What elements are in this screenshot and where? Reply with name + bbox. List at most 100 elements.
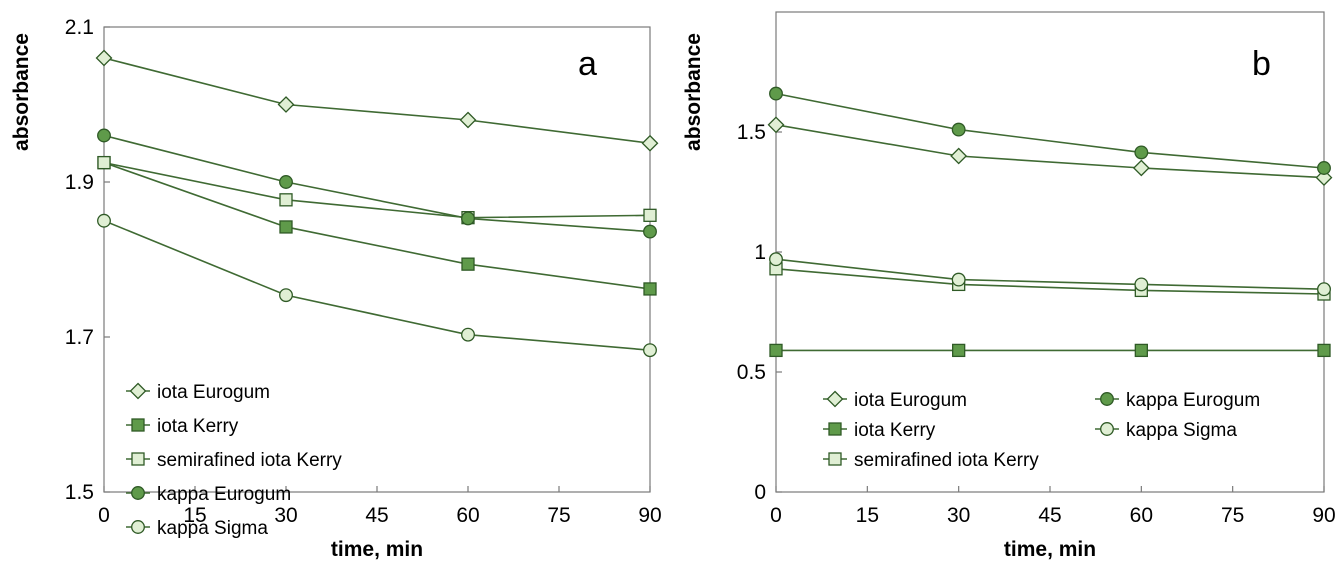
legend: iota Eurogum iota Kerry semirafined iota K… [126,382,342,539]
data-point [643,343,657,358]
chart-panel-a: 1.5 1.7 1.9 2.1 0 15 30 45 60 75 90 time, min absorb… [10,16,662,561]
series-line [775,124,1325,179]
data-point [643,208,657,222]
data-point [1134,343,1148,358]
x-tick-label: 75 [547,504,570,527]
legend-label: semirafined iota Kerry [854,450,1039,471]
legend-label: iota Kerry [157,416,239,437]
series-iota-kerry [769,343,1331,358]
legend-label: kappa Eurogum [157,484,291,505]
series-line [103,220,651,351]
series-line [103,161,651,219]
series-line [775,92,1325,169]
x-tick-label: 60 [456,504,479,527]
legend-item-kappa-eurogum: kappa Eurogum [126,484,291,505]
series-line [103,57,651,145]
x-tick-label: 75 [1221,504,1244,527]
data-point [277,96,295,113]
data-point [1134,277,1149,292]
legend-marker [1100,422,1114,436]
legend-marker [826,390,844,408]
legend-item-semirafined-iota-kerry: semirafined iota Kerry [823,450,1039,471]
legend-item-iota-eurogum: iota Eurogum [823,390,967,411]
legend-item-iota-eurogum: iota Eurogum [126,382,270,403]
legend-item-semirafined-iota-kerry: semirafined iota Kerry [126,450,342,471]
legend-marker [131,486,145,500]
legend-marker [828,422,842,436]
series-line [103,134,651,233]
y-tick-label: 1.5 [737,121,766,144]
x-tick-label: 90 [638,504,661,527]
legend-label: semirafined iota Kerry [157,450,342,471]
y-tick-label: 1 [754,241,766,264]
data-point [643,224,657,239]
legend-item-kappa-sigma: kappa Sigma [126,518,268,539]
panel-label: a [578,45,597,83]
legend-label: iota Eurogum [854,390,967,411]
series-iota-eurogum [767,116,1333,187]
legend-marker [129,382,147,400]
legend-label: kappa Sigma [1126,420,1237,441]
data-point [1317,343,1331,358]
x-tick-label: 30 [947,504,970,527]
y-tick-label: 1.5 [65,481,94,504]
series-kappa-sigma [769,252,1331,297]
data-point [279,193,293,207]
y-tick-label: 0 [754,481,766,504]
data-point [950,147,968,165]
legend-label: iota Eurogum [157,382,270,403]
legend-label: iota Kerry [854,420,936,441]
series-line [775,268,1325,295]
legend-item-iota-kerry: iota Kerry [126,416,239,437]
x-tick-label: 45 [1038,504,1061,527]
data-point [769,343,783,358]
data-point [1317,282,1331,297]
legend-item-kappa-eurogum: kappa Eurogum [1095,390,1260,411]
legend-marker [131,418,145,432]
data-point [769,86,783,101]
series-kappa-eurogum [769,86,1331,175]
x-tick-label: 45 [365,504,388,527]
x-tick-label: 30 [274,504,297,527]
data-point [461,211,475,226]
x-tick-label: 90 [1312,504,1335,527]
data-point [767,116,785,134]
legend-item-iota-kerry: iota Kerry [823,420,936,441]
series-semirafined-iota-kerry [97,155,657,225]
y-tick-label: 0.5 [737,361,766,384]
data-point [459,111,477,129]
series-line [103,161,651,290]
x-axis-label: time, min [1004,538,1096,561]
data-point [643,282,657,296]
data-point [97,155,111,170]
legend-label: kappa Sigma [157,518,268,539]
legend-item-kappa-sigma: kappa Sigma [1095,420,1237,441]
y-axis-label: absorbance [682,33,705,151]
data-point [461,257,475,271]
data-point [769,252,783,267]
legend-label: kappa Eurogum [1126,390,1260,411]
panel-label: b [1252,45,1271,83]
x-tick-label: 0 [98,504,110,527]
legend: iota Eurogum kappa Eurogum iota Kerry kappa… [823,390,1260,471]
series-kappa-eurogum [97,128,657,239]
data-point [279,220,293,234]
y-tick-label: 2.1 [65,16,94,39]
data-point [279,288,293,303]
data-point [279,175,293,189]
y-tick-label: 1.9 [65,171,94,194]
data-point [1317,161,1331,175]
y-axis-label: absorbance [10,33,33,151]
data-point [951,272,966,287]
data-point [1134,145,1149,160]
series-iota-eurogum [95,49,659,152]
x-axis-label: time, min [331,538,423,561]
data-point [951,122,966,137]
legend-marker [131,452,145,466]
y-tick-label: 1.7 [65,326,94,349]
data-point [97,128,111,143]
x-tick-label: 0 [770,504,782,527]
legend-marker [828,452,842,466]
